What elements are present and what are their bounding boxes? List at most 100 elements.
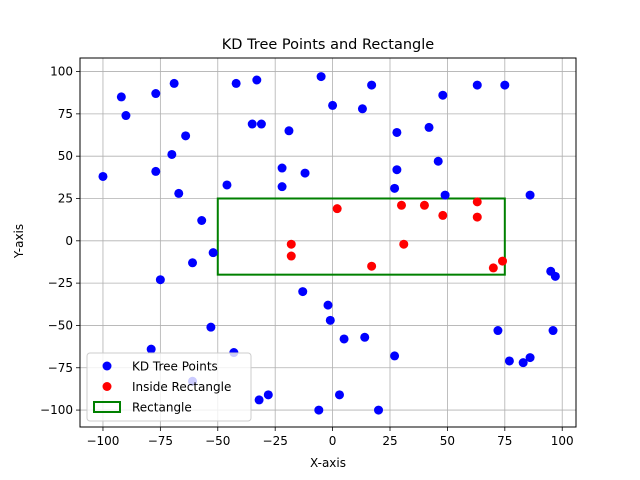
kd-tree-point: [525, 190, 535, 200]
kd-tree-point: [316, 72, 326, 82]
x-tick-label: 100: [551, 434, 574, 448]
x-tick-label: 25: [382, 434, 397, 448]
inside-rectangle-point: [367, 261, 377, 271]
chart-title: KD Tree Points and Rectangle: [222, 37, 434, 53]
kd-tree-point: [256, 119, 266, 129]
kd-tree-point: [357, 104, 367, 114]
kd-tree-point: [548, 326, 558, 336]
kd-tree-point: [518, 358, 528, 368]
x-tick-label: −50: [205, 434, 230, 448]
legend-marker: [93, 401, 121, 413]
legend-marker: [102, 382, 112, 391]
axes-frame: [79, 57, 577, 428]
kd-tree-point: [263, 390, 273, 400]
kd-tree-point: [392, 165, 402, 175]
kd-tree-point: [300, 168, 310, 178]
kd-tree-point: [146, 344, 156, 354]
kd-tree-point: [277, 182, 287, 192]
inside-rectangle-point: [419, 200, 429, 210]
kd-tree-point: [433, 156, 443, 166]
legend-box: [86, 352, 252, 422]
kd-tree-point: [151, 89, 161, 99]
kd-tree-point: [121, 111, 131, 121]
kd-tree-point: [197, 215, 207, 225]
kd-tree-point: [334, 390, 344, 400]
y-axis-label: Y-axis: [12, 224, 26, 259]
kd-tree-point: [252, 75, 262, 85]
kd-tree-point: [169, 78, 179, 88]
kd-tree-point: [440, 190, 450, 200]
kd-tree-point: [493, 326, 503, 336]
kd-tree-point: [181, 131, 191, 141]
kd-tree-point: [298, 287, 308, 297]
legend-label: Rectangle: [132, 401, 192, 415]
kd-tree-point: [392, 127, 402, 137]
y-tick-label: 75: [58, 107, 73, 121]
kd-tree-point: [500, 80, 510, 90]
kd-tree-point: [254, 395, 264, 405]
kd-tree-point: [472, 80, 482, 90]
y-tick-label: −50: [48, 318, 73, 332]
inside-rectangle-point: [396, 200, 406, 210]
kd-tree-point: [277, 163, 287, 173]
y-tick-label: 100: [50, 65, 73, 79]
inside-rectangle-point: [488, 263, 498, 273]
kd-tree-point: [208, 248, 218, 258]
inside-rectangle-point: [286, 239, 296, 249]
kd-tree-point: [323, 300, 333, 310]
kd-tree-point: [367, 80, 377, 90]
plot-area: [98, 72, 560, 415]
x-axis-label: X-axis: [310, 456, 346, 470]
kd-tree-point: [98, 171, 108, 181]
inside-rectangle-point: [472, 212, 482, 222]
kd-tree-point: [360, 332, 370, 342]
y-tick-label: −100: [40, 403, 73, 417]
kd-tree-point: [374, 405, 384, 415]
kd-tree-point: [188, 258, 198, 268]
kd-tree-point: [314, 405, 324, 415]
x-tick-label: 50: [440, 434, 455, 448]
kd-tree-point: [116, 92, 126, 102]
inside-rectangle-point: [399, 239, 409, 249]
kd-tree-point: [390, 351, 400, 361]
inside-rectangle-point: [438, 210, 448, 220]
x-tick-label: −75: [148, 434, 173, 448]
inside-rectangle-point: [286, 251, 296, 261]
kd-tree-point: [438, 90, 448, 100]
kd-tree-point: [231, 78, 241, 88]
kd-tree-point: [525, 353, 535, 363]
y-tick-label: −75: [48, 361, 73, 375]
y-tick-label: −25: [48, 276, 73, 290]
kd-tree-point: [222, 180, 232, 190]
kd-tree-point: [504, 356, 514, 366]
kd-tree-point: [339, 334, 349, 344]
kd-tree-point: [550, 271, 560, 281]
query-rectangle: [216, 197, 506, 276]
x-tick-label: −25: [263, 434, 288, 448]
kd-tree-point: [247, 119, 257, 129]
inside-rectangle-point: [332, 204, 342, 214]
x-tick-label: 75: [497, 434, 512, 448]
legend-label: Inside Rectangle: [132, 380, 231, 394]
kd-tree-point: [390, 183, 400, 193]
kd-tree-point: [155, 275, 165, 285]
kd-tree-point: [206, 322, 216, 332]
legend-marker: [102, 361, 112, 371]
kd-tree-point: [325, 315, 335, 325]
y-tick-label: 0: [65, 234, 73, 248]
legend-label: KD Tree Points: [132, 360, 218, 374]
inside-rectangle-point: [498, 256, 508, 266]
legend: KD Tree Points Inside Rectangle Rectangle: [86, 352, 252, 422]
kd-tree-point: [167, 149, 177, 159]
kd-tree-point: [151, 166, 161, 176]
kd-tree-point: [284, 126, 294, 136]
kd-tree-point: [424, 122, 434, 132]
y-tick-label: 25: [58, 191, 73, 205]
kd-tree-point: [328, 100, 338, 110]
axis-ticks: −100 −75 −50 −25 0 25 50 75 100 −100 −75 −50 −25 0 25 5…: [40, 65, 574, 448]
kd-tree-point: [174, 188, 184, 198]
x-tick-label: 0: [329, 434, 337, 448]
y-tick-label: 50: [58, 149, 73, 163]
x-tick-label: −100: [86, 434, 119, 448]
